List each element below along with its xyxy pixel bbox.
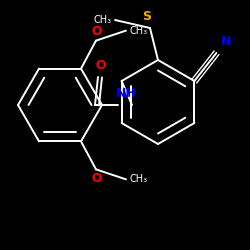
Text: O: O xyxy=(92,25,102,38)
Text: CH₃: CH₃ xyxy=(94,15,112,25)
Text: O: O xyxy=(96,59,106,72)
Text: CH₃: CH₃ xyxy=(129,26,147,36)
Text: N: N xyxy=(221,35,232,48)
Text: O: O xyxy=(92,172,102,185)
Text: S: S xyxy=(142,10,152,23)
Text: CH₃: CH₃ xyxy=(129,174,147,184)
Text: NH: NH xyxy=(116,87,136,100)
